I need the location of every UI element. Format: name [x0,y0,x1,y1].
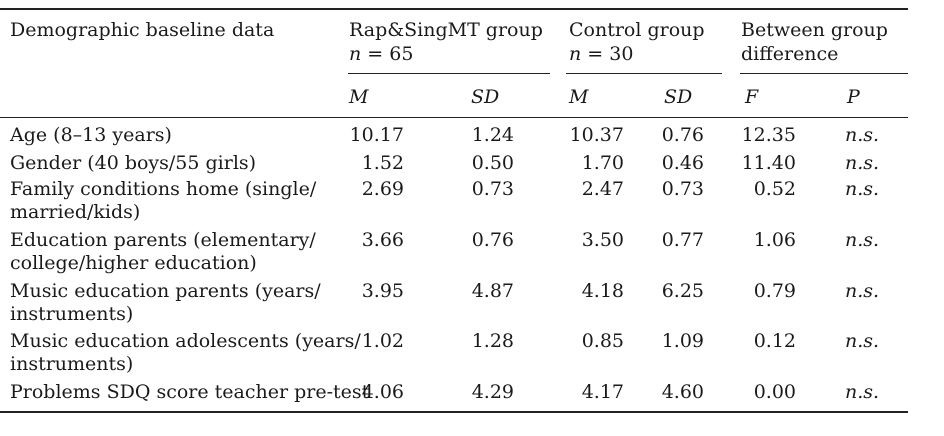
group3-name-line2: difference [741,43,839,65]
group2-name: Control group [569,19,705,41]
cell-sd1: 4.87 [471,280,514,302]
cell-m1: 3.95 [361,280,404,302]
row-label-line2: instruments) [10,303,134,325]
cell-m1: 3.66 [361,229,404,251]
row-label-line2: instruments) [10,353,134,375]
cell-m2: 0.85 [581,330,624,352]
group2-n-value: = 30 [587,43,634,65]
subheader-sd2: SD [664,86,693,108]
cell-p: n.s. [845,280,880,302]
cell-m2: 2.47 [581,178,624,200]
subheader-p: P [847,86,860,108]
row-label: Problems SDQ score teacher pre-test [10,381,370,403]
cell-sd1: 1.24 [471,124,514,146]
header-rule [0,117,908,118]
row-label: Gender (40 boys/55 girls) [10,152,257,174]
cell-p: n.s. [845,152,880,174]
row-label-line1: Family conditions home (single/ [10,178,317,200]
subheader-sd1: SD [471,86,500,108]
cell-sd2: 1.09 [661,330,704,352]
cell-sd1: 4.29 [471,381,514,403]
header-label: Demographic baseline data [10,19,275,41]
cell-sd2: 6.25 [661,280,704,302]
group2-underline [566,73,722,74]
cell-sd2: 0.73 [661,178,704,200]
group1-n: n = 65 [349,43,413,66]
group2-n: n = 30 [569,43,633,66]
row-label-line1: Music education adolescents (years/ [10,330,361,352]
group1-underline [348,73,550,74]
cell-f: 11.40 [741,152,796,174]
group1-n-value: = 65 [367,43,414,65]
row-label-line2: married/kids) [10,201,141,223]
row-label: Age (8–13 years) [10,124,172,146]
group3-name-line1: Between group [741,19,888,41]
cell-m2: 1.70 [581,152,624,174]
cell-p: n.s. [845,124,880,146]
group3-underline [740,73,908,74]
cell-p: n.s. [845,229,880,251]
cell-f: 1.06 [753,229,796,251]
group1-name: Rap&SingMT group [349,19,543,41]
cell-f: 0.52 [753,178,796,200]
cell-m1: 10.17 [349,124,404,146]
cell-sd1: 0.73 [471,178,514,200]
row-label-line1: Education parents (elementary/ [10,229,316,251]
subheader-m2: M [569,86,589,108]
cell-sd1: 0.76 [471,229,514,251]
cell-sd2: 0.77 [661,229,704,251]
cell-sd2: 4.60 [661,381,704,403]
subheader-m1: M [349,86,369,108]
cell-m2: 4.17 [581,381,624,403]
cell-m2: 3.50 [581,229,624,251]
cell-f: 0.12 [753,330,796,352]
cell-m2: 10.37 [569,124,624,146]
cell-p: n.s. [845,381,880,403]
group2-n-symbol: n [569,43,582,65]
cell-m1: 1.52 [361,152,404,174]
cell-m1: 4.06 [361,381,404,403]
cell-sd1: 0.50 [471,152,514,174]
top-rule [0,8,908,10]
row-label-line1: Music education parents (years/ [10,280,321,302]
bottom-rule [0,411,908,413]
cell-p: n.s. [845,178,880,200]
cell-m1: 1.02 [361,330,404,352]
cell-m1: 2.69 [361,178,404,200]
cell-f: 0.79 [753,280,796,302]
cell-sd1: 1.28 [471,330,514,352]
subheader-f: F [745,86,759,108]
cell-f: 0.00 [753,381,796,403]
cell-p: n.s. [845,330,880,352]
cell-sd2: 0.76 [661,124,704,146]
group1-n-symbol: n [349,43,362,65]
cell-sd2: 0.46 [661,152,704,174]
cell-m2: 4.18 [581,280,624,302]
row-label-line2: college/higher education) [10,252,257,274]
cell-f: 12.35 [741,124,796,146]
